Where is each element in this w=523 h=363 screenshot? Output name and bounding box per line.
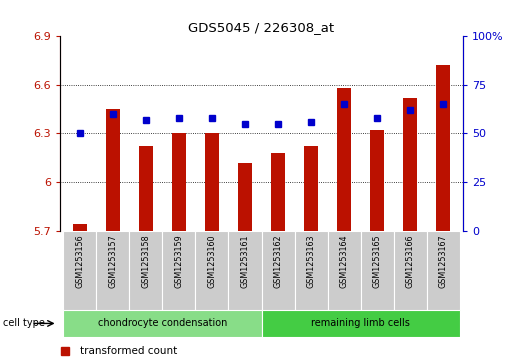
Bar <box>327 231 360 310</box>
Text: GSM1253158: GSM1253158 <box>141 234 151 288</box>
Bar <box>196 231 229 310</box>
Bar <box>63 310 262 337</box>
Bar <box>294 231 327 310</box>
Bar <box>427 231 460 310</box>
Text: cell type: cell type <box>3 318 44 329</box>
Text: GSM1253161: GSM1253161 <box>241 234 249 288</box>
Bar <box>130 231 163 310</box>
Bar <box>63 231 96 310</box>
Bar <box>172 134 186 231</box>
Text: GSM1253166: GSM1253166 <box>405 234 415 288</box>
Text: GSM1253162: GSM1253162 <box>274 234 282 288</box>
Bar <box>370 130 384 231</box>
Text: transformed count: transformed count <box>81 346 177 355</box>
Bar <box>403 98 417 231</box>
Bar <box>360 231 393 310</box>
Bar <box>270 153 286 231</box>
Bar <box>96 231 130 310</box>
Bar <box>262 310 460 337</box>
Text: GSM1253160: GSM1253160 <box>208 234 217 288</box>
Text: GSM1253165: GSM1253165 <box>372 234 382 288</box>
Bar <box>436 65 450 231</box>
Text: GSM1253159: GSM1253159 <box>175 234 184 288</box>
Bar <box>393 231 427 310</box>
Bar <box>303 146 319 231</box>
Bar <box>237 163 253 231</box>
Bar <box>262 231 294 310</box>
Text: GSM1253163: GSM1253163 <box>306 234 315 288</box>
Bar <box>337 88 351 231</box>
Text: remaining limb cells: remaining limb cells <box>311 318 410 329</box>
Text: GSM1253157: GSM1253157 <box>108 234 118 288</box>
Title: GDS5045 / 226308_at: GDS5045 / 226308_at <box>188 21 335 34</box>
Bar <box>163 231 196 310</box>
Bar <box>139 146 153 231</box>
Text: GSM1253164: GSM1253164 <box>339 234 348 288</box>
Text: chondrocyte condensation: chondrocyte condensation <box>98 318 227 329</box>
Bar <box>73 224 87 231</box>
Bar <box>204 134 220 231</box>
Text: GSM1253156: GSM1253156 <box>75 234 84 288</box>
Bar <box>229 231 262 310</box>
Text: GSM1253167: GSM1253167 <box>439 234 448 288</box>
Bar <box>106 109 120 231</box>
